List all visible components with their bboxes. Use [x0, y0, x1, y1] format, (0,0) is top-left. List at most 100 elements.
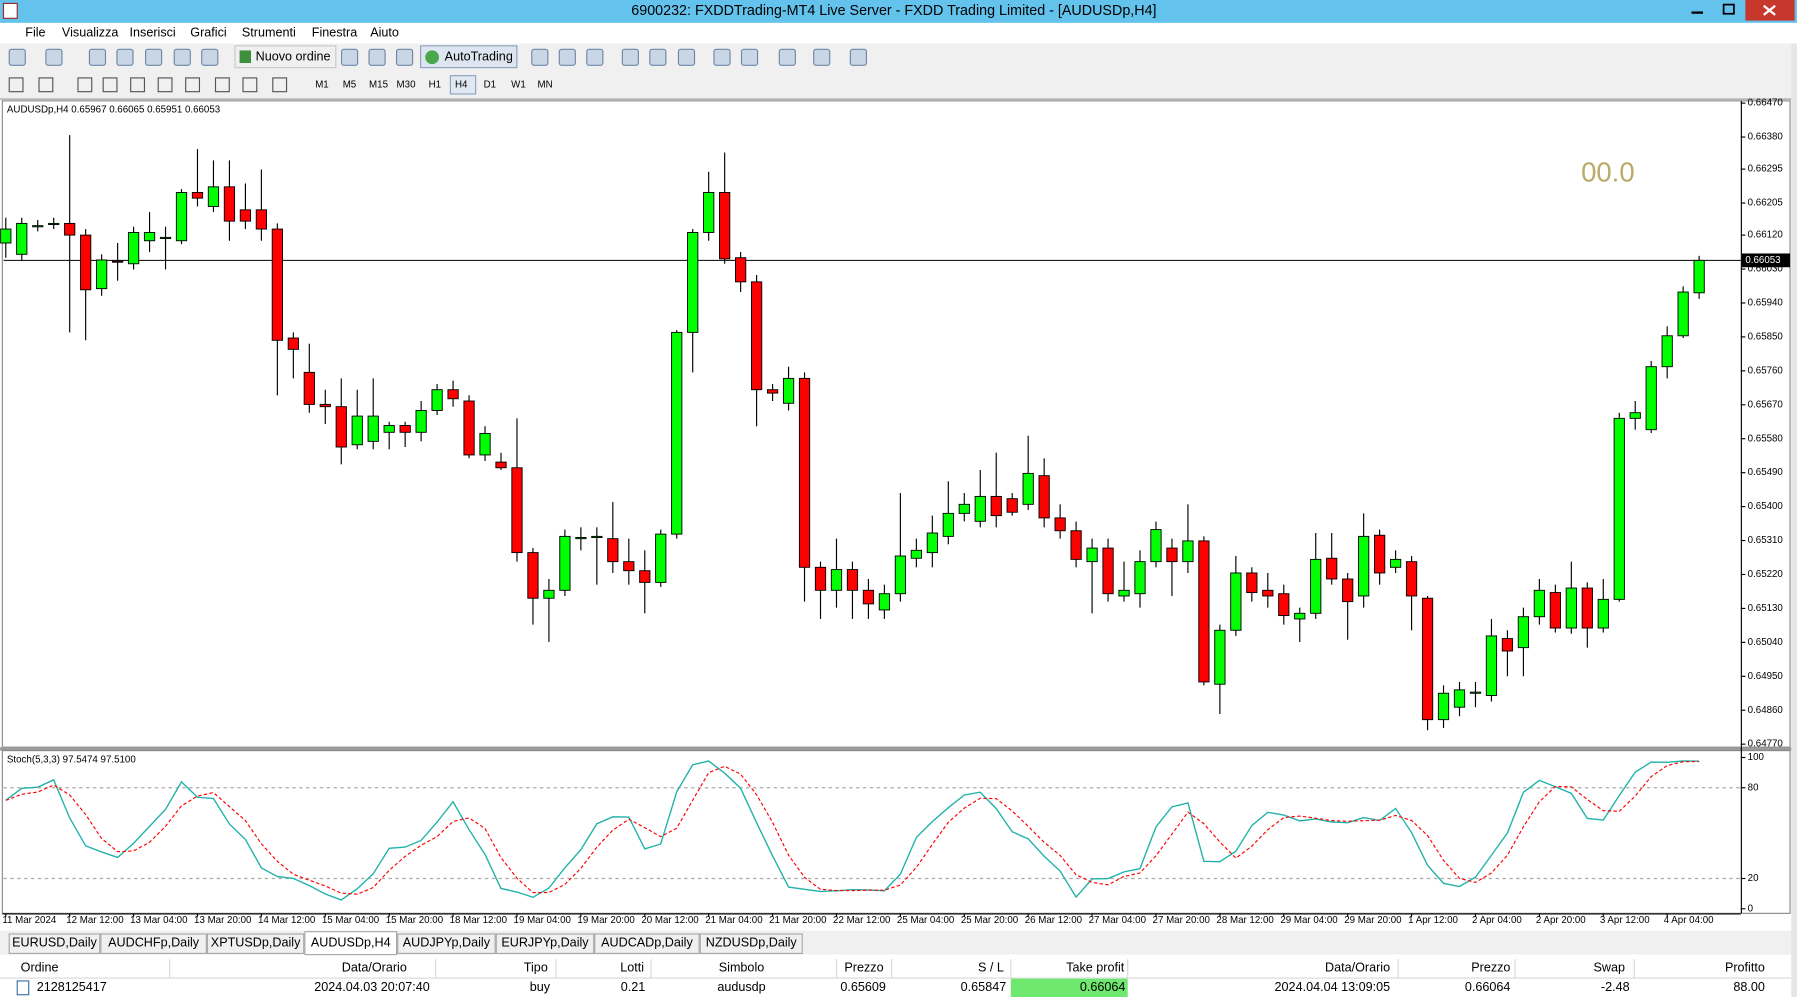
tab[interactable] — [8, 933, 101, 955]
toolbar-icon — [368, 48, 386, 66]
tab-label: AUDUSDp,H4 — [311, 935, 391, 949]
menu-item[interactable]: Grafici — [190, 26, 226, 40]
column-header[interactable]: Take profit — [1066, 961, 1125, 975]
candle-body — [846, 569, 859, 591]
column-header[interactable]: Profitto — [1725, 961, 1765, 975]
candle-body — [607, 538, 619, 563]
column-header[interactable]: Data/Orario — [342, 961, 407, 975]
tool-icon — [130, 77, 146, 93]
title-bar — [0, 0, 1797, 23]
chart-pane — [1, 100, 1791, 748]
timeframe-button[interactable]: D1 — [484, 79, 496, 90]
cell: 0.21 — [621, 980, 646, 994]
autotrading-button[interactable] — [420, 45, 518, 69]
timeframe-button[interactable]: H4 — [455, 79, 468, 90]
tab[interactable] — [100, 933, 207, 955]
timeframe-button[interactable]: MN — [538, 79, 553, 90]
candle-body — [96, 259, 108, 290]
candle-body — [639, 570, 651, 583]
time-label: 18 Mar 12:00 — [450, 915, 508, 926]
column-header[interactable]: Lotti — [620, 961, 644, 975]
candle-body — [1549, 592, 1561, 629]
price-tick-label: 0.64770 — [1748, 739, 1784, 750]
candle-body — [1022, 472, 1034, 505]
toolbar-icon — [677, 48, 696, 66]
candle-body — [495, 461, 507, 469]
candle-body — [271, 228, 283, 341]
toolbar-icon — [713, 48, 731, 66]
tab[interactable] — [397, 933, 496, 955]
menu-item[interactable]: File — [25, 26, 45, 40]
cell: 2024.04.03 20:07:40 — [314, 980, 430, 994]
toolbar-icon — [201, 48, 219, 66]
column-header[interactable]: Prezzo — [844, 961, 883, 975]
timeframe-active — [449, 75, 477, 95]
timeframe-button[interactable]: M30 — [397, 79, 417, 90]
menu-item[interactable]: Strumenti — [242, 26, 296, 40]
column-header[interactable]: S / L — [978, 961, 1004, 975]
menu-item[interactable]: Visualizza — [62, 26, 118, 40]
candle-body — [1501, 638, 1514, 652]
column-header[interactable]: Simbolo — [719, 961, 765, 975]
minimize-button[interactable] — [1682, 0, 1713, 21]
time-label: 2 Apr 20:00 — [1536, 915, 1586, 926]
column-header[interactable]: Tipo — [524, 961, 548, 975]
menu-item[interactable]: Finestra — [312, 26, 358, 40]
tab-label: XPTUSDp,Daily — [211, 935, 301, 949]
tab[interactable] — [206, 933, 305, 955]
candle-body — [159, 236, 172, 239]
candle-body — [878, 593, 891, 611]
column-header[interactable]: Swap — [1594, 961, 1626, 975]
new-order-label: Nuovo ordine — [256, 50, 331, 64]
new-order-button[interactable] — [234, 45, 337, 69]
time-label: 2 Apr 04:00 — [1472, 915, 1522, 926]
candle-body — [575, 537, 587, 540]
candle-body — [1421, 597, 1434, 721]
timeframe-button[interactable]: M1 — [315, 79, 329, 90]
menu-item[interactable]: Inserisci — [130, 26, 176, 40]
tab[interactable] — [594, 933, 700, 955]
time-label: 14 Mar 12:00 — [258, 915, 316, 926]
stoch-signal-line — [5, 760, 1700, 895]
column-header[interactable]: Data/Orario — [1325, 961, 1390, 975]
candle-body — [1118, 589, 1130, 597]
price-tick-label: 0.65400 — [1748, 501, 1784, 512]
time-label: 3 Apr 12:00 — [1600, 915, 1650, 926]
candle-body — [543, 589, 555, 599]
tab[interactable] — [495, 933, 595, 955]
timeframe-button[interactable]: H1 — [429, 79, 441, 90]
candle-body — [399, 425, 411, 433]
price-tick-label: 0.64860 — [1748, 705, 1784, 716]
tab-active[interactable] — [304, 931, 398, 956]
tab[interactable] — [699, 933, 803, 955]
candle-body — [1677, 291, 1689, 337]
column-header[interactable]: Ordine — [21, 961, 59, 975]
candle-body — [1613, 417, 1625, 600]
time-label: 21 Mar 04:00 — [705, 915, 763, 926]
cell: audusdp — [717, 980, 765, 994]
timeframe-button[interactable]: M15 — [369, 79, 388, 90]
time-label: 27 Mar 20:00 — [1153, 915, 1211, 926]
cell: 2128125417 — [37, 980, 107, 994]
candle-body — [1038, 475, 1050, 519]
price-tick-label: 0.65670 — [1748, 399, 1784, 410]
column-header[interactable]: Prezzo — [1471, 961, 1510, 975]
price-tick-label: 0.66030 — [1748, 264, 1784, 275]
timeframe-button[interactable]: W1 — [511, 79, 526, 90]
time-label: 11 Mar 2024 — [2, 915, 57, 926]
candle-body — [1246, 572, 1258, 594]
candle-body — [1533, 589, 1545, 618]
time-label: 26 Mar 12:00 — [1025, 915, 1083, 926]
candle-body — [447, 389, 459, 400]
cell: 88.00 — [1733, 980, 1765, 994]
timeframe-button[interactable]: M5 — [343, 79, 357, 90]
candle-body — [0, 228, 12, 244]
candle-body — [1182, 540, 1194, 563]
current-price-box — [1741, 253, 1791, 268]
candle-body — [1278, 593, 1290, 617]
tool-icon — [102, 77, 118, 93]
menu-item[interactable]: Aiuto — [370, 26, 399, 40]
candle-body — [958, 503, 970, 514]
restore-button[interactable] — [1714, 0, 1745, 21]
